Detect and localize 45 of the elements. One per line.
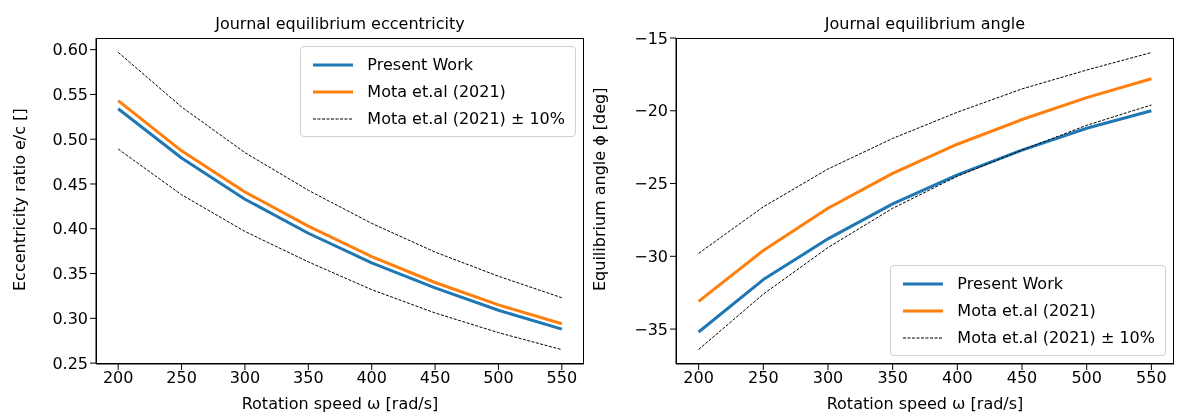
legend-label: Present Work bbox=[367, 55, 473, 74]
legend-label: Mota et.al (2021) bbox=[367, 82, 506, 101]
x-tick-label: 550 bbox=[1136, 368, 1167, 388]
legend-label: Present Work bbox=[957, 274, 1063, 293]
x-tick-label: 400 bbox=[942, 368, 973, 388]
y-tick-label: −20 bbox=[634, 101, 668, 121]
legend-label: Mota et.al (2021) ± 10% bbox=[367, 109, 565, 128]
y-tick-label: 0.60 bbox=[52, 40, 88, 60]
x-tick-label: 200 bbox=[102, 368, 134, 388]
legend-label: Mota et.al (2021) bbox=[957, 301, 1096, 320]
x-tick-label: 300 bbox=[812, 368, 844, 388]
x-tick-label: 500 bbox=[1071, 368, 1102, 388]
x-tick-label: 450 bbox=[1006, 368, 1038, 388]
legend-label: Mota et.al (2021) ± 10% bbox=[957, 328, 1155, 347]
x-tick-label: 400 bbox=[356, 368, 387, 388]
y-axis-title: Eccentricity ratio e/c [] bbox=[9, 108, 29, 291]
x-tick-label: 250 bbox=[748, 368, 779, 388]
x-tick-label: 250 bbox=[166, 368, 197, 388]
x-tick-label: 550 bbox=[546, 368, 578, 388]
y-tick-label: 0.55 bbox=[52, 85, 88, 105]
y-tick-label: −25 bbox=[634, 174, 668, 194]
x-tick-label: 450 bbox=[419, 368, 451, 388]
x-tick-label: 300 bbox=[229, 368, 261, 388]
x-tick-label: 500 bbox=[483, 368, 514, 388]
y-tick-label: 0.50 bbox=[52, 129, 88, 149]
line-series bbox=[697, 77, 1153, 303]
y-tick-label: −15 bbox=[634, 28, 668, 48]
line-series bbox=[117, 148, 563, 351]
y-tick-label: 0.35 bbox=[52, 264, 88, 284]
line-series bbox=[117, 51, 563, 299]
y-tick-label: 0.45 bbox=[52, 174, 88, 194]
x-axis-title: Rotation speed ω [rad/s] bbox=[241, 394, 439, 414]
x-tick-label: 350 bbox=[293, 368, 324, 388]
x-tick-label: 350 bbox=[877, 368, 908, 388]
chart-title: Journal equilibrium eccentricity bbox=[213, 14, 466, 33]
y-tick-label: −35 bbox=[634, 319, 668, 339]
y-axis-title: Equilibrium angle ϕ [deg] bbox=[589, 87, 609, 291]
y-tick-label: −30 bbox=[634, 246, 668, 266]
y-tick-label: 0.30 bbox=[52, 309, 88, 328]
x-axis-title: Rotation speed ω [rad/s] bbox=[826, 394, 1024, 414]
y-tick-label: 0.40 bbox=[52, 219, 88, 239]
line-series bbox=[698, 52, 1152, 254]
chart-title: Journal equilibrium angle bbox=[823, 14, 1027, 33]
x-tick-label: 200 bbox=[683, 368, 714, 388]
y-tick-label: 0.25 bbox=[52, 353, 88, 373]
